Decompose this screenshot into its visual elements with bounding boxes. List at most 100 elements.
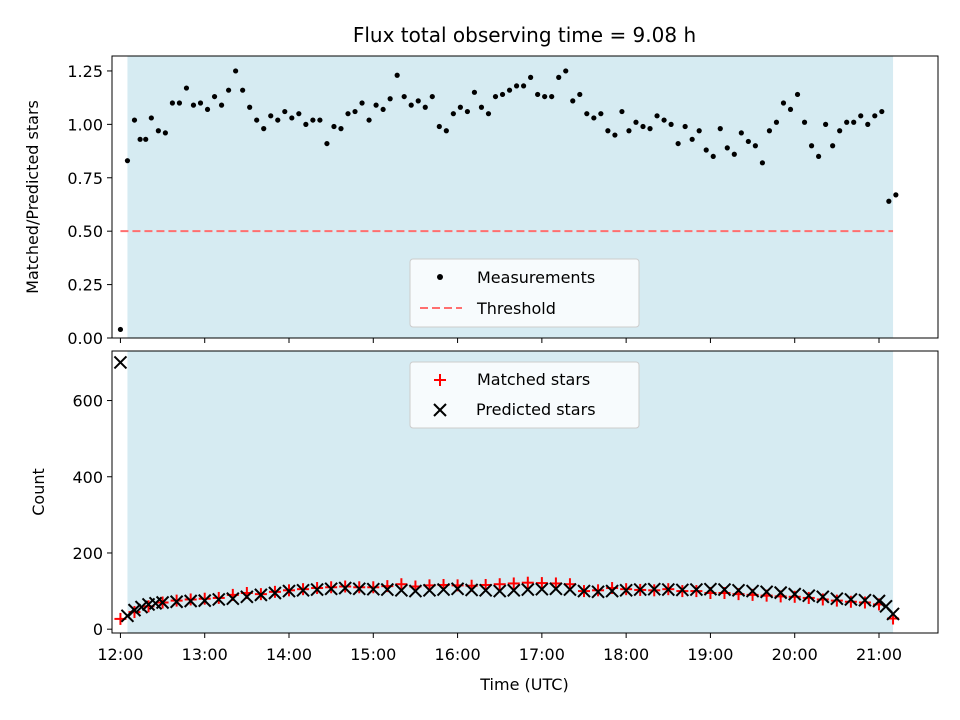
predicted-star-point	[282, 584, 296, 598]
measurement-point	[513, 83, 520, 89]
bottom-legend: Matched stars Predicted stars	[409, 361, 640, 429]
measurement-point	[380, 106, 386, 113]
predicted-star-point	[773, 585, 788, 600]
matched-star-point	[212, 591, 225, 604]
predicted-star-point	[127, 603, 142, 617]
measurement-point	[324, 140, 330, 147]
measurement-point	[282, 108, 288, 115]
measurement-point	[492, 93, 499, 100]
predicted-star-point	[591, 585, 605, 599]
measurement-point	[401, 93, 407, 100]
predicted-star-point	[493, 584, 507, 598]
measurement-point	[429, 93, 435, 100]
predicted-star-point	[689, 582, 704, 597]
measurement-point	[893, 192, 899, 198]
predicted-star-point	[703, 582, 718, 596]
measurement-point	[261, 126, 267, 132]
measurement-point	[626, 128, 632, 134]
x-tick-label: 19:00	[687, 645, 733, 664]
matched-star-point	[311, 582, 324, 595]
measurement-point	[408, 102, 414, 108]
measurement-point	[183, 85, 190, 91]
measurement-point	[858, 113, 864, 119]
legend-threshold-label: Threshold	[476, 299, 556, 318]
measurement-point	[211, 93, 218, 100]
measurement-point	[155, 128, 161, 134]
top-x-ticks	[119, 338, 880, 343]
matched-star-point	[830, 594, 843, 607]
measurement-point	[661, 117, 667, 123]
matched-star-point	[353, 581, 366, 594]
measurement-point	[117, 326, 124, 333]
measurement-point	[450, 111, 456, 117]
measurement-point	[162, 130, 168, 136]
measurement-point	[415, 98, 421, 104]
measurement-point	[752, 143, 758, 149]
predicted-star-point	[549, 582, 563, 596]
predicted-star-point	[436, 582, 451, 597]
bottom-legend-box	[409, 361, 640, 429]
measurement-point	[808, 143, 815, 149]
predicted-star-point	[310, 582, 324, 597]
predicted-star-point	[226, 591, 240, 606]
measurement-point	[317, 117, 323, 123]
matched-star-point	[844, 595, 857, 608]
predicted-star-point	[155, 595, 170, 610]
measurement-point	[296, 111, 302, 117]
measurement-point	[240, 87, 246, 93]
measurement-point	[338, 126, 344, 132]
measurement-point	[823, 121, 829, 127]
measurement-point	[605, 128, 611, 134]
measurement-point	[303, 121, 309, 127]
predicted-star-point	[422, 583, 437, 598]
predicted-star-point	[134, 600, 149, 614]
measurement-point	[724, 145, 730, 151]
measurement-point	[591, 115, 597, 121]
measurement-point	[143, 136, 149, 142]
matched-star-point	[395, 578, 408, 591]
top-axes-frame	[111, 55, 939, 339]
measurement-point	[443, 128, 449, 134]
measurement-point	[131, 117, 138, 123]
measurement-point	[830, 143, 836, 149]
top-y-tick-label: 0.75	[67, 169, 103, 188]
legend-predicted-label: Predicted stars	[476, 400, 596, 419]
measurement-point	[780, 100, 787, 106]
measurement-point	[169, 100, 176, 106]
top-y-tick-label: 1.25	[67, 62, 103, 81]
x-tick-label: 17:00	[519, 645, 565, 664]
matched-star-point	[802, 591, 815, 604]
bottom-y-tick-label: 0	[93, 620, 103, 639]
measurement-point	[331, 123, 337, 130]
measurement-point	[204, 106, 211, 113]
measurement-point	[668, 121, 674, 127]
predicted-star-point	[324, 582, 338, 596]
measurement-point	[436, 123, 442, 130]
measurement-point	[633, 119, 639, 125]
x-tick-label: 21:00	[856, 645, 902, 664]
measurement-point	[773, 119, 780, 125]
matched-star-point	[367, 581, 380, 594]
predicted-star-point	[478, 583, 493, 598]
measurement-point	[218, 102, 225, 108]
predicted-star-point	[212, 592, 226, 607]
predicted-star-point	[366, 582, 380, 596]
measurement-point	[478, 104, 485, 110]
matched-star-point	[690, 585, 703, 598]
top-y-ticks: 0.00 0.25 0.50 0.75 1.00 1.25	[67, 62, 112, 348]
predicted-star-point	[675, 583, 690, 597]
top-y-tick-label: 0.25	[67, 276, 103, 295]
predicted-star-point	[183, 594, 198, 608]
measurement-point	[137, 136, 143, 142]
measurement-point	[815, 153, 822, 160]
measurement-point	[528, 74, 534, 80]
x-tick-label: 13:00	[182, 645, 228, 664]
measurement-point	[268, 113, 274, 119]
measurement-point	[886, 198, 892, 204]
bottom-axes-frame	[111, 350, 939, 634]
predicted-star-point	[240, 590, 254, 604]
measurement-point	[310, 117, 316, 123]
measurement-point	[612, 132, 618, 138]
legend-matched-marker	[434, 374, 446, 386]
predicted-star-point	[647, 582, 661, 596]
